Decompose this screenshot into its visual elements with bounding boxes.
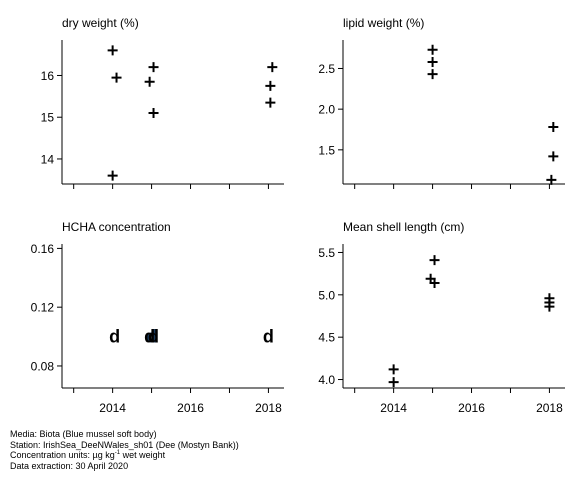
data-point: d [148, 327, 159, 347]
data-point [107, 170, 118, 181]
data-point [265, 97, 276, 108]
data-point [548, 151, 559, 162]
data-point: d [144, 327, 155, 347]
data-point [107, 45, 118, 56]
data-point [546, 174, 557, 185]
y-tick-label: 2.0 [318, 103, 335, 117]
panel-3: HCHA concentration 0.08 0.12 0.16 2014 2016 20… [31, 220, 284, 415]
data-point [429, 255, 440, 266]
x-tick-label: 2014 [380, 401, 407, 415]
y-tick-label: 1.5 [318, 143, 335, 157]
x-tick-label: 2016 [458, 401, 485, 415]
footer-units-exponent: -1 [114, 450, 121, 456]
data-point: d [109, 327, 120, 347]
panel-title: lipid weight (%) [343, 16, 424, 30]
x-tick-label: 2016 [177, 401, 204, 415]
footer-notes: Media: Biota (Blue mussel soft body) Sta… [10, 429, 239, 471]
footer-station: Station: IrishSea_DeeNWales_sh01 (Dee (M… [10, 439, 239, 450]
data-point [388, 364, 399, 375]
footer-units: Concentration units: µg kg-1 wet weight [10, 450, 239, 461]
footer-units-prefix: Concentration units: µg kg [10, 450, 115, 460]
y-tick-label: 0.08 [31, 359, 55, 373]
data-point: d [263, 327, 274, 347]
footer-units-suffix: wet weight [120, 450, 166, 460]
panel-2: lipid weight (%) 1.5 2.0 2.5 [318, 16, 565, 189]
data-point [548, 122, 559, 133]
data-point [427, 69, 438, 80]
data-point [144, 76, 155, 87]
y-tick-label: 16 [41, 69, 55, 83]
panel-4: Mean shell length (cm) 4.0 4.5 5.0 5.5 2014 20… [318, 220, 565, 415]
data-point [388, 377, 399, 388]
x-tick-label: 2018 [536, 401, 563, 415]
data-point: d [146, 327, 157, 347]
data-point [427, 56, 438, 67]
y-tick-label: 0.16 [31, 242, 55, 256]
y-tick-label: 2.5 [318, 62, 335, 76]
footer-extraction: Data extraction: 30 April 2020 [10, 460, 129, 471]
panel-title: HCHA concentration [62, 220, 171, 234]
footer-media: Media: Biota (Blue mussel soft body) [10, 429, 157, 439]
panel-title: dry weight (%) [62, 16, 139, 30]
data-point [111, 72, 122, 83]
data-point [148, 62, 159, 73]
panel-title: Mean shell length (cm) [343, 220, 464, 234]
data-point [429, 277, 440, 288]
data-point [267, 62, 278, 73]
y-tick-label: 14 [41, 152, 55, 166]
y-tick-label: 5.0 [318, 288, 335, 302]
data-point [544, 301, 555, 312]
y-tick-label: 5.5 [318, 246, 335, 260]
panel-1: dry weight (%) 14 15 16 [41, 16, 284, 189]
y-tick-label: 0.12 [31, 301, 55, 315]
x-tick-label: 2014 [99, 401, 126, 415]
x-tick-label: 2018 [255, 401, 282, 415]
y-tick-label: 4.5 [318, 331, 335, 345]
data-point [265, 80, 276, 91]
data-point [427, 44, 438, 55]
y-tick-label: 4.0 [318, 373, 335, 387]
y-tick-label: 15 [41, 111, 55, 125]
data-point [148, 108, 159, 119]
